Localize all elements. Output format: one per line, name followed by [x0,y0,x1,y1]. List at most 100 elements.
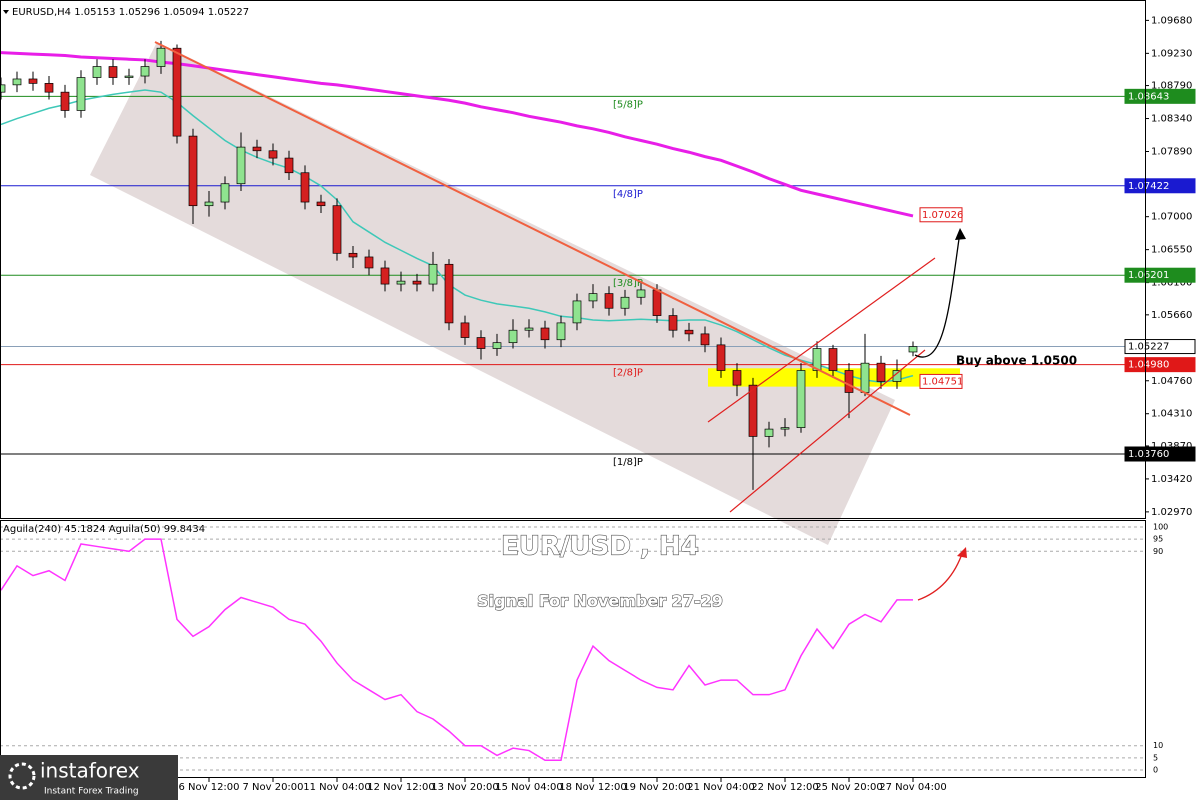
x-tick-label: 13 Nov 20:00 [431,782,498,793]
level-label: 1.03760 [1128,449,1169,460]
candle-body [652,289,662,316]
candle-body [476,337,486,349]
x-tick-label: 6 Nov 12:00 [178,782,239,793]
y-tick-label: 1.02970 [1151,507,1192,518]
indicator-frame [0,520,1146,778]
y-tick-label: 1.04310 [1151,409,1192,420]
main-pane: 1.09680 1.09230 1.08790 1.08340 1.07890 1.070… [0,15,1196,793]
candle-body [780,427,790,430]
y-tick-label: 100 [1153,523,1168,532]
candle-body [748,384,758,437]
candle-body [684,329,694,335]
logo-box [0,755,178,800]
candle-body [76,77,86,111]
x-tick-label: 22 Nov 12:00 [751,782,818,793]
y-tick-label: 1.09230 [1151,48,1192,59]
candle-body [380,267,390,285]
arrow [917,550,964,601]
y-tick-label: 1.08790 [1151,81,1192,92]
y-tick-label: 1.06550 [1151,245,1192,256]
candle-body [572,300,582,324]
candle-body [364,256,374,269]
y-tick-label: 1.06100 [1151,278,1192,289]
y-tick-label: 10 [1153,741,1163,750]
x-tick-label: 15 Nov 04:00 [495,782,562,793]
murrey-label: [5/8]P [613,99,643,110]
candle-body [44,83,54,93]
y-tick-label: 1.08340 [1151,114,1192,125]
y-tick-label: 1.07890 [1151,146,1192,157]
candle-body [668,315,678,331]
arrow-head [957,547,967,558]
price-tag-label: 1.04751 [922,376,963,387]
candle-body [124,75,134,78]
candle-body [732,370,742,386]
candle-body [108,66,118,78]
level-label: 1.06201 [1128,270,1169,281]
murrey-label: [4/8]P [613,189,643,200]
candle-body [492,342,502,349]
candle-body [556,322,566,341]
level-label: 1.04980 [1128,360,1169,371]
candle-body [60,91,70,111]
x-tick-label: 7 Nov 20:00 [242,782,303,793]
moving-average [0,51,914,218]
candle-body [316,201,326,207]
x-tick-label: 18 Nov 12:00 [559,782,626,793]
header: EURUSD,H4 1.05153 1.05296 1.05094 1.0522… [12,7,249,18]
candle-body [828,348,838,371]
murrey-label: [3/8]P [613,278,643,289]
y-tick-label: 95 [1153,535,1163,544]
chart-subtitle: Signal For November 27-29 [477,592,723,611]
candle-body [140,66,150,77]
x-tick-label: 11 Nov 04:00 [303,782,370,793]
level-box [1124,178,1196,194]
level-box [1124,339,1196,355]
candle-body [700,333,710,346]
candle-body [716,344,726,371]
candle-body [620,296,630,309]
candle-body [284,157,294,174]
chart-title: EUR/USD , H4 [501,532,699,562]
level-box [1124,357,1196,373]
candle-body [236,146,246,185]
main-frame [0,0,1146,519]
level-box [1124,267,1196,283]
murrey-label: [1/8]P [613,457,643,468]
price-tag [919,207,963,223]
candle-body [908,346,918,353]
candle-body [540,327,550,341]
annotation: Buy above 1.0500 [956,354,1077,368]
level-box [1124,88,1196,104]
candle-body [764,428,774,437]
candle-body [460,322,470,338]
y-tick-label: 1.07000 [1151,212,1192,223]
logo-tagline: Instant Forex Trading [44,787,139,797]
level-box [1124,446,1196,462]
candle-body [92,66,102,78]
trend-line [154,41,911,416]
indicator-line [0,538,913,762]
candle-body [252,146,262,152]
candle-body [156,47,166,67]
logo-name: instaforex [40,759,140,783]
y-tick-label: 1.05660 [1151,310,1192,321]
candle-body [428,263,438,285]
murrey-label: [2/8]P [613,368,643,379]
y-tick-label: 1.04760 [1151,376,1192,387]
candle-body [860,362,870,393]
candle-body [220,183,230,203]
arrow-head [955,228,966,240]
level-label: 1.07422 [1128,181,1169,192]
candle-body [588,293,598,302]
candle-body [844,370,854,393]
channel-line [729,349,926,513]
candle-body [508,329,518,344]
candle-body [300,172,310,203]
candle-body [876,362,886,382]
level-label: 1.08643 [1128,91,1169,102]
x-tick-label: 19 Nov 20:00 [623,782,690,793]
y-tick-label: 1.03420 [1151,474,1192,485]
y-tick-label: 1.09680 [1151,15,1192,26]
